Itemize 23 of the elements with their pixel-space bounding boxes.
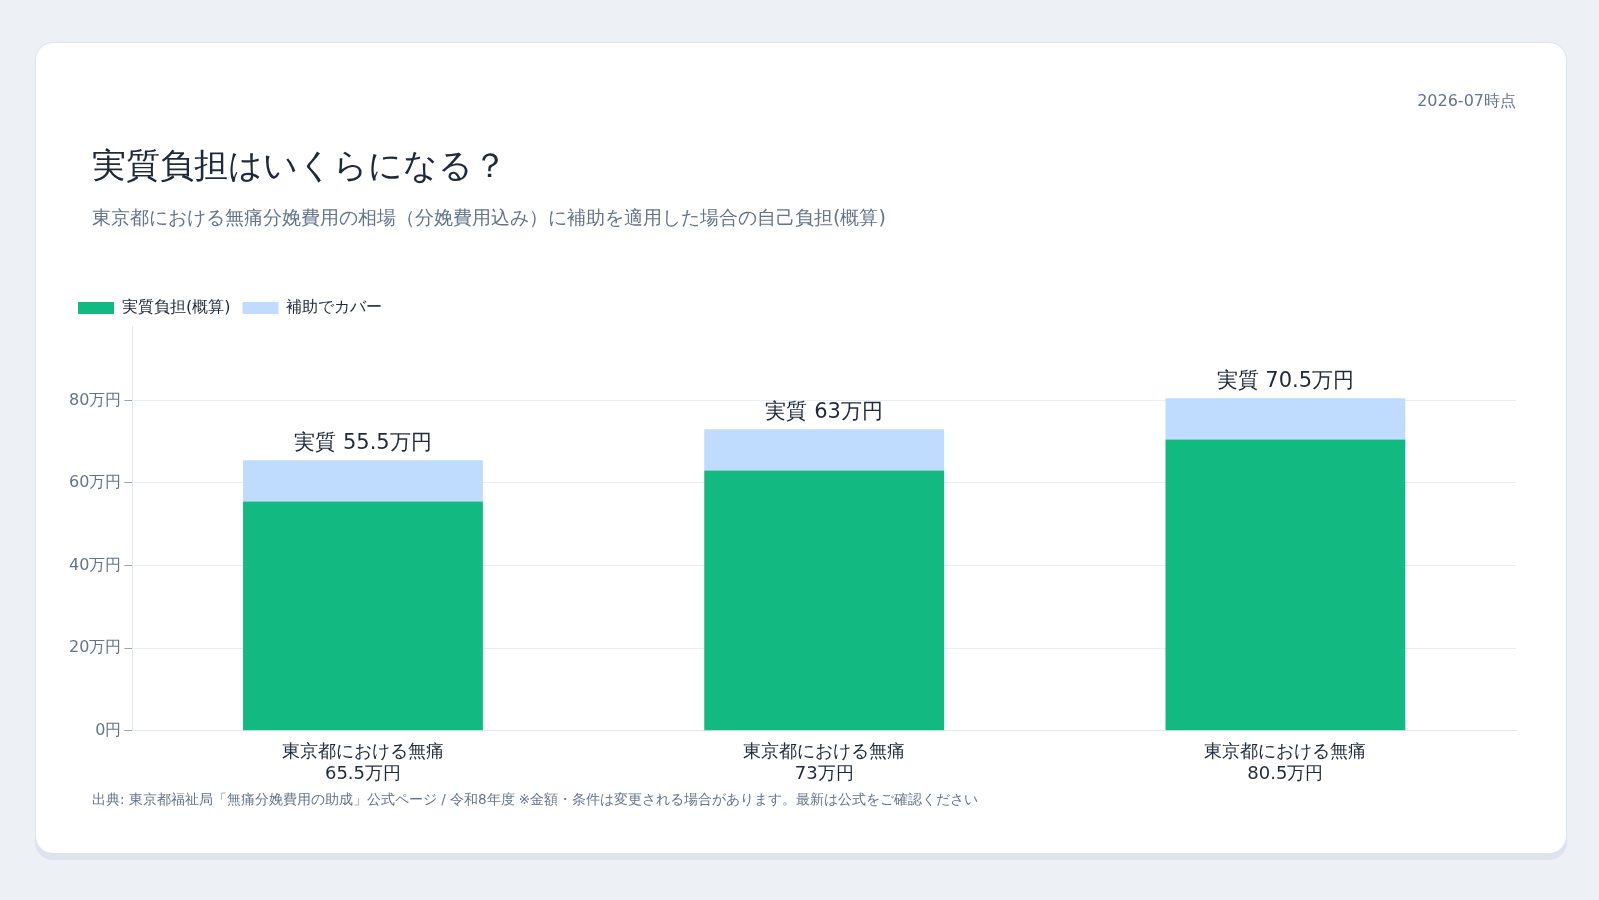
bar bbox=[243, 501, 483, 731]
bar bbox=[1165, 439, 1406, 731]
y-tick-label: 40万円 bbox=[69, 554, 122, 574]
legend-label: 補助でカバー bbox=[286, 297, 383, 317]
bar bbox=[243, 460, 483, 502]
source-note: 出典: 東京都福祉局「無痛分娩費用の助成」公式ページ / 令和8年度 ※金額・条件は変更される場合があります。最新は公式をご確認ください bbox=[92, 791, 979, 809]
y-tick-label: 80万円 bbox=[69, 389, 122, 409]
data-label: 実質 55.5万円 bbox=[294, 430, 432, 455]
data-label: 実質 63万円 bbox=[765, 399, 883, 424]
chart-subtitle: 東京都における無痛分娩費用の相場（分娩費用込み）に補助を適用した場合の自己負担(概算) bbox=[92, 205, 886, 230]
bar bbox=[704, 470, 945, 731]
x-tick-label: 東京都における無痛 65.5万円 bbox=[281, 740, 444, 783]
bar bbox=[704, 429, 945, 471]
x-tick-label: 東京都における無痛 73万円 bbox=[743, 740, 906, 783]
text: 2026-07時点 bbox=[1417, 91, 1516, 112]
legend-label: 実質負担(概算) bbox=[122, 297, 231, 317]
chart-title: 実質負担はいくらになる？ bbox=[92, 144, 507, 187]
data-label: 実質 70.5万円 bbox=[1216, 368, 1355, 393]
x-tick-label: 東京都における無痛 80.5万円 bbox=[1204, 740, 1367, 783]
y-tick-label: 0円 bbox=[95, 719, 122, 739]
y-tick-label: 20万円 bbox=[69, 637, 122, 657]
y-tick-label: 60万円 bbox=[69, 472, 122, 492]
bar bbox=[1165, 398, 1406, 440]
